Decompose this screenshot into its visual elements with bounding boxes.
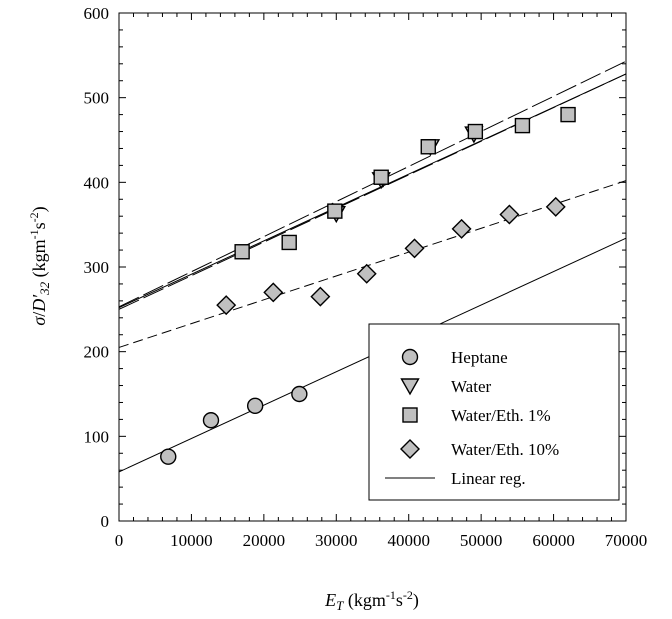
regression-lines xyxy=(118,60,627,473)
data-point-water-eth-10 xyxy=(499,204,520,225)
axis-ticks xyxy=(118,12,627,522)
data-point-water-eth-10 xyxy=(310,286,331,307)
legend-marker-water-eth-10 xyxy=(400,439,420,459)
data-point-water-eth-1 xyxy=(420,139,436,155)
legend-marker-heptane xyxy=(401,348,419,366)
legend-label-water: Water xyxy=(451,377,491,396)
data-point-water-eth-1 xyxy=(373,169,389,185)
data-point-water-eth-10 xyxy=(216,295,237,316)
legend: Heptane Water Water/Eth. 1% Water/Eth. 1… xyxy=(368,323,620,501)
legend-markers xyxy=(400,348,420,459)
data-point-water-eth-10 xyxy=(404,238,425,259)
x-tick-label: 10000 xyxy=(170,531,213,550)
data-point-heptane xyxy=(160,448,177,465)
axis-tick-labels: 0 10000 20000 30000 40000 50000 60000 70000 0 100… xyxy=(84,4,648,550)
data-point-heptane xyxy=(291,385,308,403)
x-tick-label: 30000 xyxy=(315,531,358,550)
data-point-water-eth-10 xyxy=(356,263,377,284)
data-point-water-eth-1 xyxy=(327,203,343,219)
data-point-water-eth-1 xyxy=(560,106,576,123)
data-point-water-eth-1 xyxy=(514,117,531,134)
legend-marker-water-eth-1 xyxy=(402,407,418,423)
data-point-water-eth-1 xyxy=(234,244,250,260)
x-tick-label: 60000 xyxy=(532,531,575,550)
x-axis-label: ET (kgm-1s-2) xyxy=(324,588,419,613)
legend-label-heptane: Heptane xyxy=(451,348,508,367)
y-tick-label: 400 xyxy=(84,173,110,192)
x-tick-label: 20000 xyxy=(243,531,286,550)
data-point-water-eth-10 xyxy=(451,218,472,239)
legend-label-water-eth-1: Water/Eth. 1% xyxy=(451,406,551,425)
y-tick-label: 200 xyxy=(84,343,110,362)
data-point-water-eth-10 xyxy=(545,196,566,217)
y-axis-label: σ/D′32 (kgm-1s-2) xyxy=(27,206,52,325)
data-point-water-eth-1 xyxy=(281,234,297,251)
regression-line-water-eth-1 xyxy=(118,73,627,310)
data-point-heptane xyxy=(202,412,220,429)
x-tick-label: 40000 xyxy=(387,531,430,550)
regression-line-water-eth-1 xyxy=(118,60,627,308)
data-points xyxy=(160,106,576,465)
legend-label-water-eth-10: Water/Eth. 10% xyxy=(451,440,559,459)
legend-marker-water xyxy=(400,378,420,396)
data-point-heptane xyxy=(246,397,264,415)
y-tick-label: 100 xyxy=(84,427,110,446)
x-tick-label: 0 xyxy=(115,531,124,550)
y-tick-label: 600 xyxy=(84,4,110,23)
data-point-water-eth-10 xyxy=(263,282,284,303)
x-tick-label: 50000 xyxy=(460,531,503,550)
legend-label-linear-reg: Linear reg. xyxy=(451,469,526,488)
data-point-water-eth-1 xyxy=(467,123,484,140)
y-tick-label: 0 xyxy=(101,512,110,531)
y-tick-label: 300 xyxy=(84,258,110,277)
regression-line-water-eth-10 xyxy=(118,180,627,348)
y-tick-label: 500 xyxy=(84,89,110,108)
x-tick-label: 70000 xyxy=(605,531,648,550)
